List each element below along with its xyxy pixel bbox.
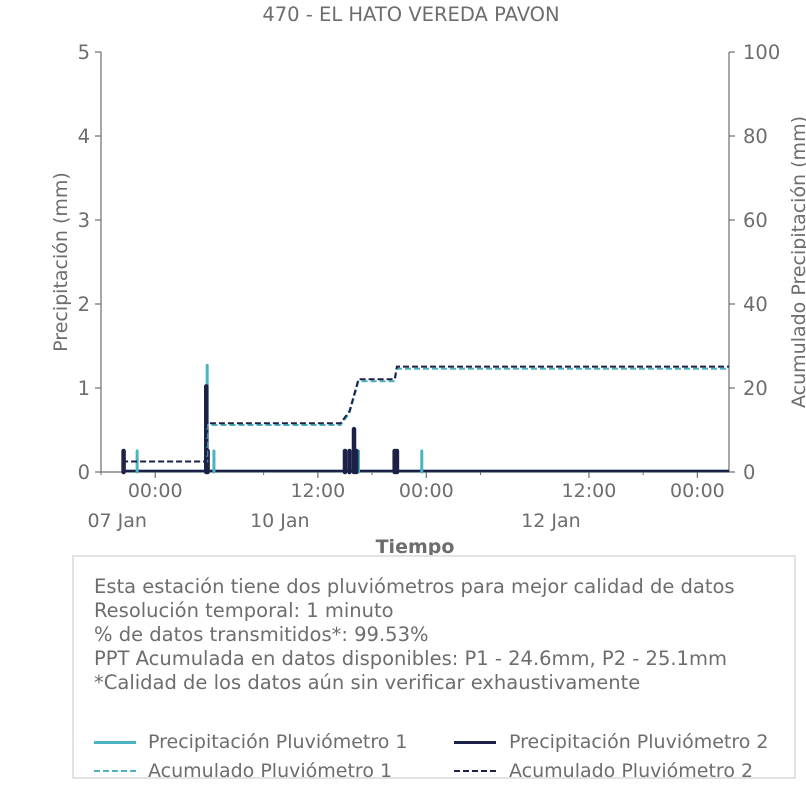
- x-axis-label: Tiempo: [376, 536, 455, 558]
- left-y-ticks: 0 1 2 3 4 5: [78, 41, 101, 484]
- left-tick-label: 2: [78, 293, 90, 316]
- accumulated-line: [122, 365, 729, 472]
- x-tick-time-label: 00:00: [670, 480, 725, 502]
- right-tick-label: 100: [743, 41, 780, 64]
- right-tick-label: 0: [743, 461, 755, 484]
- x-tick-time-label: 12:00: [290, 480, 345, 502]
- right-y-ticks: 0 20 40 60 80 100: [729, 41, 780, 484]
- info-box: Esta estación tiene dos pluviómetros par…: [72, 555, 796, 782]
- left-axis-label: Precipitación (mm): [50, 172, 72, 352]
- plot-area: [121, 363, 729, 475]
- legend-label-precip-1: Precipitación Pluviómetro 1: [148, 731, 408, 753]
- x-tick-date-label: 07 Jan: [87, 510, 147, 532]
- info-lines: Esta estación tiene dos pluviómetros par…: [94, 575, 735, 695]
- right-axis-label: Acumulado Precipitación (mm): [788, 116, 806, 408]
- x-tick-time-label: 00:00: [128, 480, 183, 502]
- legend-swatch-precip-1: [94, 741, 136, 744]
- series-2: [121, 384, 400, 475]
- right-tick-label: 80: [743, 125, 768, 148]
- legend-swatch-acum-1: [94, 770, 136, 772]
- right-tick-label: 40: [743, 293, 768, 316]
- legend-swatch-precip-2: [454, 741, 496, 744]
- legend-label-acum-2: Acumulado Pluviómetro 2: [509, 760, 754, 782]
- info-line: Resolución temporal: 1 minuto: [94, 599, 394, 622]
- x-tick-time-label: 00:00: [399, 480, 454, 502]
- info-line: Esta estación tiene dos pluviómetros par…: [94, 575, 735, 598]
- legend-label-precip-2: Precipitación Pluviómetro 2: [509, 731, 769, 753]
- x-tick-date-label: 10 Jan: [250, 510, 310, 532]
- info-line: *Calidad de los datos aún sin verificar …: [94, 671, 641, 694]
- right-tick-label: 20: [743, 377, 768, 400]
- x-tick-time-label: 12:00: [562, 480, 617, 502]
- series-1: [122, 363, 424, 474]
- axes: [100, 52, 730, 473]
- info-line: % de datos transmitidos*: 99.53%: [94, 623, 429, 646]
- rainfall-chart: 470 - EL HATO VEREDA PAVON 0 1 2 3 4 5 0 20 40 6…: [50, 3, 806, 558]
- right-tick-label: 60: [743, 209, 768, 232]
- series-4: [122, 365, 729, 472]
- x-ticks: 00:00 07 Jan 12:00 10 Jan 00:00 12:00 12 Jan 00…: [87, 472, 725, 532]
- left-tick-label: 4: [78, 125, 90, 148]
- left-tick-label: 3: [78, 209, 90, 232]
- info-line: PPT Acumulada en datos disponibles: P1 -…: [94, 647, 727, 670]
- left-tick-label: 0: [78, 461, 90, 484]
- legend-label-acum-1: Acumulado Pluviómetro 1: [148, 760, 393, 782]
- legend-swatch-acum-2: [454, 770, 496, 772]
- x-tick-date-label: 12 Jan: [521, 510, 581, 532]
- left-tick-label: 5: [78, 41, 90, 64]
- chart-title: 470 - EL HATO VEREDA PAVON: [262, 3, 559, 26]
- left-tick-label: 1: [78, 377, 90, 400]
